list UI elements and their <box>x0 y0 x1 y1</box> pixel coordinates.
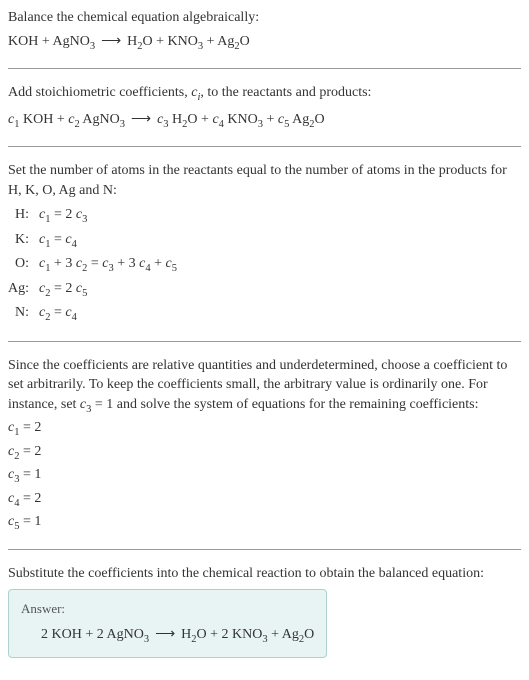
balance-eq: c1 = c4 <box>39 229 183 253</box>
arrow-icon: ⟶ <box>125 112 157 127</box>
subscript: 4 <box>72 312 77 323</box>
species: O <box>143 34 153 49</box>
balance-eq: c2 = c4 <box>39 302 183 326</box>
plus: + <box>203 34 217 49</box>
text-fragment: = <box>50 305 65 320</box>
list-item: c2 = 2 <box>8 442 521 464</box>
atom-balance-table: H: c1 = 2 c3 K: c1 = c4 O: c1 + 3 c2 = c… <box>8 204 183 326</box>
table-row: H: c1 = 2 c3 <box>8 204 183 228</box>
arrow-icon: ⟶ <box>149 627 181 642</box>
coefficient-equation: c1 KOH + c2 AgNO3⟶c3 H2O + c4 KNO3 + c5 … <box>8 110 521 132</box>
plus: + <box>263 112 278 127</box>
balanced-equation: 2 KOH + 2 AgNO3⟶H2O + 2 KNO3 + Ag2O <box>21 625 314 647</box>
value: = 1 <box>19 514 41 529</box>
plus: + <box>53 112 68 127</box>
section-balance-intro: Balance the chemical equation algebraica… <box>8 8 521 54</box>
species: 2 AgNO <box>97 627 144 642</box>
list-item: c1 = 2 <box>8 418 521 440</box>
section-solve: Since the coefficients are relative quan… <box>8 356 521 535</box>
species: H <box>169 112 183 127</box>
text-fragment: = <box>50 232 65 247</box>
species: AgNO <box>52 34 89 49</box>
plus: + <box>153 34 168 49</box>
text-fragment: = 2 <box>50 207 75 222</box>
species: Ag <box>217 34 234 49</box>
balance-eq: c1 = 2 c3 <box>39 204 183 228</box>
species: KOH <box>8 34 38 49</box>
text-fragment: + <box>151 256 166 271</box>
element-label: K: <box>8 229 39 253</box>
species: KOH <box>19 112 53 127</box>
answer-label: Answer: <box>21 600 314 618</box>
coefficient-list: c1 = 2 c2 = 2 c3 = 1 c4 = 2 c5 = 1 <box>8 418 521 534</box>
subscript: 3 <box>82 214 87 225</box>
subscript: 4 <box>72 239 77 250</box>
answer-box: Answer: 2 KOH + 2 AgNO3⟶H2O + 2 KNO3 + A… <box>8 589 327 658</box>
balance-eq: c1 + 3 c2 = c3 + 3 c4 + c5 <box>39 253 183 277</box>
value: = 2 <box>19 420 41 435</box>
species: Ag <box>289 112 309 127</box>
divider <box>8 146 521 147</box>
intro-text: Balance the chemical equation algebraica… <box>8 8 521 28</box>
species: O <box>197 627 207 642</box>
solve-text: Since the coefficients are relative quan… <box>8 356 521 418</box>
list-item: c5 = 1 <box>8 512 521 534</box>
value: = 2 <box>19 491 41 506</box>
species: 2 KNO <box>222 627 263 642</box>
species: O <box>304 627 314 642</box>
element-label: O: <box>8 253 39 277</box>
add-coeff-text: Add stoichiometric coefficients, ci, to … <box>8 83 521 105</box>
table-row: K: c1 = c4 <box>8 229 183 253</box>
plus: + <box>198 112 213 127</box>
species: O <box>187 112 197 127</box>
plus: + <box>82 627 97 642</box>
species: 2 KOH <box>41 627 82 642</box>
plus: + <box>268 627 282 642</box>
species: O <box>314 112 324 127</box>
value: = 1 <box>19 467 41 482</box>
unbalanced-equation: KOH + AgNO3⟶H2O + KNO3 + Ag2O <box>8 32 521 54</box>
element-label: Ag: <box>8 278 39 302</box>
species: H <box>127 34 137 49</box>
text-fragment: + 3 <box>114 256 139 271</box>
atom-balance-text: Set the number of atoms in the reactants… <box>8 161 521 200</box>
subscript: 5 <box>172 263 177 274</box>
divider <box>8 341 521 342</box>
species: Ag <box>282 627 299 642</box>
section-atom-balance: Set the number of atoms in the reactants… <box>8 161 521 327</box>
species: KNO <box>168 34 198 49</box>
text-fragment: Add stoichiometric coefficients, <box>8 85 191 100</box>
arrow-icon: ⟶ <box>95 34 127 49</box>
divider <box>8 549 521 550</box>
element-label: H: <box>8 204 39 228</box>
text-fragment: = 2 <box>50 281 75 296</box>
text-fragment: = <box>87 256 102 271</box>
plus: + <box>38 34 52 49</box>
plus: + <box>207 627 222 642</box>
list-item: c3 = 1 <box>8 465 521 487</box>
species: KNO <box>224 112 258 127</box>
text-fragment: = 1 and solve the system of equations fo… <box>91 397 478 412</box>
element-label: N: <box>8 302 39 326</box>
species: AgNO <box>80 112 120 127</box>
section-substitute: Substitute the coefficients into the che… <box>8 564 521 658</box>
text-fragment: , to the reactants and products: <box>200 85 371 100</box>
table-row: N: c2 = c4 <box>8 302 183 326</box>
table-row: O: c1 + 3 c2 = c3 + 3 c4 + c5 <box>8 253 183 277</box>
subscript: 5 <box>82 287 87 298</box>
list-item: c4 = 2 <box>8 489 521 511</box>
section-add-coefficients: Add stoichiometric coefficients, ci, to … <box>8 83 521 132</box>
table-row: Ag: c2 = 2 c5 <box>8 278 183 302</box>
substitute-text: Substitute the coefficients into the che… <box>8 564 521 584</box>
divider <box>8 68 521 69</box>
value: = 2 <box>19 444 41 459</box>
species: H <box>181 627 191 642</box>
text-fragment: + 3 <box>50 256 75 271</box>
balance-eq: c2 = 2 c5 <box>39 278 183 302</box>
species: O <box>240 34 250 49</box>
